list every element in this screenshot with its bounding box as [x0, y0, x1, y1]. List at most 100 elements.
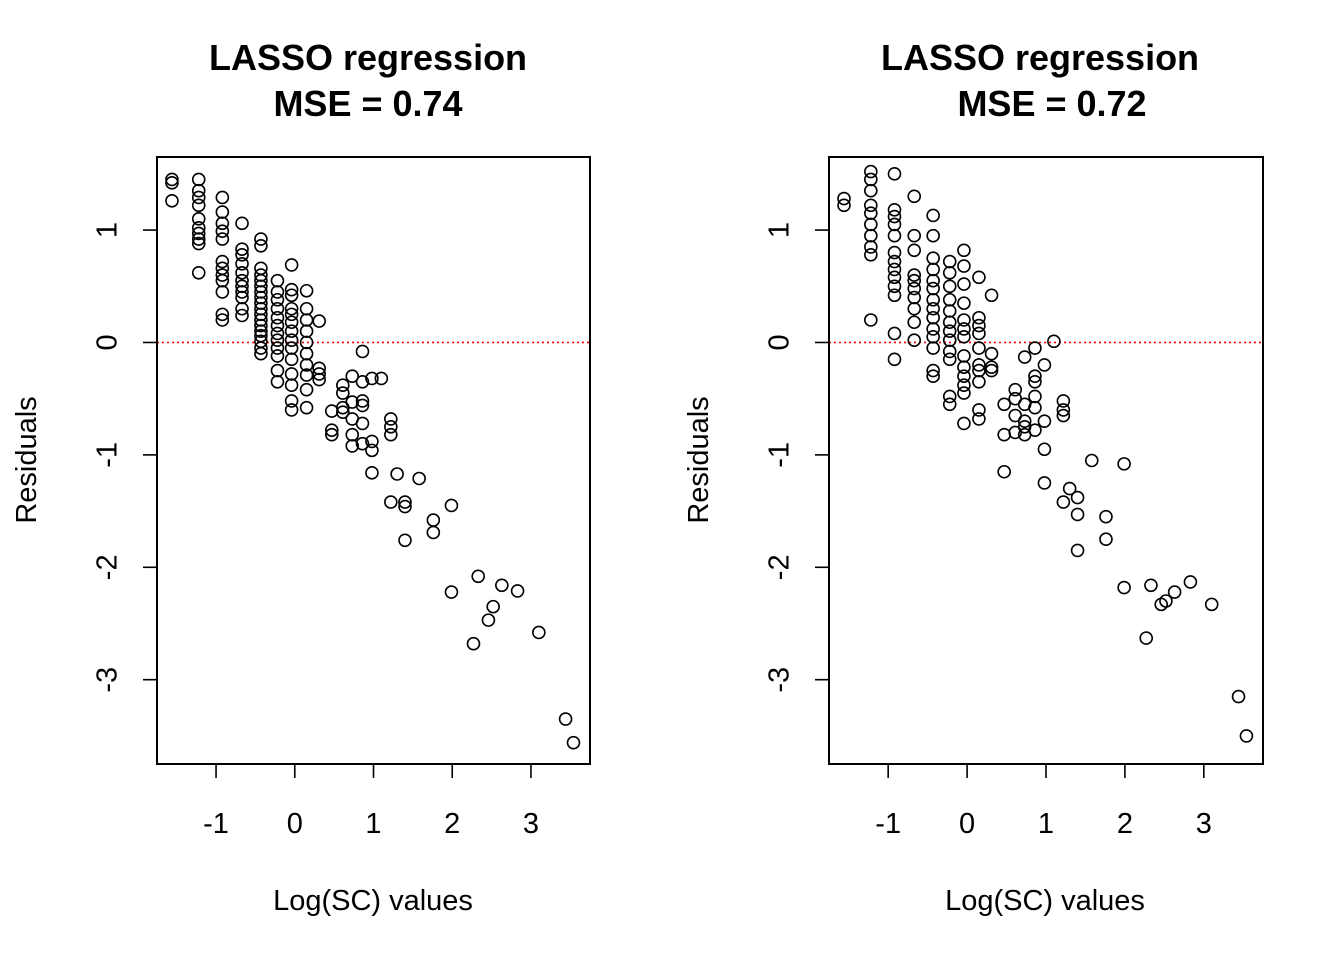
right-data-point — [907, 268, 922, 282]
left-data-point — [486, 599, 500, 614]
left-data-point — [398, 533, 412, 548]
right-x-tick-label: 0 — [959, 808, 975, 840]
right-data-point — [1231, 689, 1246, 704]
left-data-point — [191, 183, 206, 198]
right-data-point — [887, 279, 902, 294]
right-data-point — [926, 363, 940, 378]
left-data-point — [355, 394, 370, 408]
left-data-point — [254, 324, 268, 339]
right-data-point — [887, 209, 902, 224]
left-data-point — [284, 288, 299, 303]
right-data-point — [926, 301, 940, 316]
right-y-tick-label: 0 — [764, 334, 796, 350]
left-data-point — [426, 525, 441, 540]
left-data-point — [532, 625, 546, 640]
right-data-point — [1183, 575, 1198, 589]
right-y-axis-label: Residuals — [683, 396, 715, 523]
right-data-point — [1204, 597, 1219, 612]
right-chart-title: LASSO regression — [881, 37, 1199, 78]
left-data-point — [270, 318, 285, 333]
right-data-point — [864, 164, 878, 179]
left-y-tick-label: 0 — [92, 334, 124, 350]
right-data-point — [1070, 490, 1085, 505]
left-data-point — [355, 375, 370, 389]
left-data-point — [284, 324, 299, 339]
right-data-point — [957, 369, 971, 383]
left-x-tick-label: 3 — [523, 808, 539, 840]
left-data-point — [270, 341, 285, 355]
left-x-tick-label: 0 — [287, 808, 303, 840]
right-data-point — [1028, 423, 1042, 437]
right-data-point — [1099, 532, 1113, 546]
right-data-point — [942, 389, 957, 404]
left-data-point — [390, 467, 404, 481]
right-data-point — [864, 313, 878, 327]
left-data-point — [270, 301, 285, 316]
right-x-axis: -1 0 1 2 3 — [875, 763, 1212, 840]
left-data-point — [191, 198, 206, 213]
left-y-tick-label: 1 — [92, 222, 124, 238]
left-chart-subtitle: MSE = 0.74 — [273, 83, 462, 124]
right-data-point — [1056, 394, 1071, 408]
left-data-point — [324, 427, 339, 442]
right-data-point — [957, 243, 971, 258]
right-data-point — [1159, 594, 1173, 608]
left-data-point — [215, 307, 230, 322]
right-data-point — [1062, 481, 1077, 496]
left-data-point — [495, 578, 509, 593]
left-data-point — [254, 232, 268, 246]
left-data-point — [398, 495, 412, 509]
right-data-point — [864, 240, 878, 254]
right-data-point — [887, 254, 902, 269]
left-data-point — [444, 498, 459, 513]
left-x-axis: -1 0 1 2 3 — [203, 763, 539, 840]
left-data-point — [270, 349, 285, 363]
right-y-axis: -3 -2 -1 0 1 — [764, 222, 830, 693]
left-x-axis-label: Log(SC) values — [273, 885, 473, 917]
left-data-point — [254, 346, 268, 361]
left-points-layer — [165, 172, 581, 750]
right-x-axis-label: Log(SC) values — [945, 885, 1145, 917]
right-x-tick-label: 3 — [1196, 808, 1212, 840]
left-data-point — [215, 268, 230, 282]
right-data-point — [1028, 369, 1042, 383]
left-data-point — [299, 283, 314, 298]
left-data-point — [355, 398, 370, 413]
left-data-point — [471, 569, 486, 584]
left-data-point — [165, 194, 179, 208]
right-data-point — [907, 315, 922, 330]
left-data-point — [270, 285, 285, 299]
right-data-point — [1037, 476, 1052, 490]
right-data-point — [907, 273, 922, 288]
right-data-point — [926, 369, 940, 383]
right-x-tick-label: -1 — [875, 808, 901, 840]
left-data-point — [324, 423, 339, 437]
right-data-point — [1037, 414, 1052, 428]
left-data-point — [312, 314, 326, 328]
right-data-point — [887, 203, 902, 217]
left-data-point — [365, 434, 379, 449]
left-data-point — [254, 341, 268, 355]
right-data-point — [972, 412, 986, 426]
left-data-point — [215, 285, 230, 299]
left-data-point — [384, 427, 398, 442]
right-data-point — [1139, 631, 1154, 645]
right-data-point — [1008, 382, 1023, 397]
left-y-tick-label: -1 — [92, 442, 124, 468]
right-data-point — [1239, 729, 1254, 743]
right-data-point — [972, 358, 986, 372]
right-data-point — [1028, 375, 1042, 389]
right-x-tick-label: 2 — [1117, 808, 1133, 840]
right-data-point — [926, 322, 940, 336]
right-data-point — [907, 301, 922, 316]
left-data-point — [284, 403, 299, 417]
left-data-point — [365, 371, 379, 386]
left-data-point — [355, 436, 370, 451]
right-data-point — [957, 296, 971, 310]
right-data-point — [957, 386, 971, 400]
left-data-point — [284, 333, 299, 348]
left-data-point — [235, 256, 249, 271]
right-data-point — [1070, 507, 1085, 522]
right-data-point — [942, 397, 957, 412]
right-data-point — [942, 344, 957, 359]
